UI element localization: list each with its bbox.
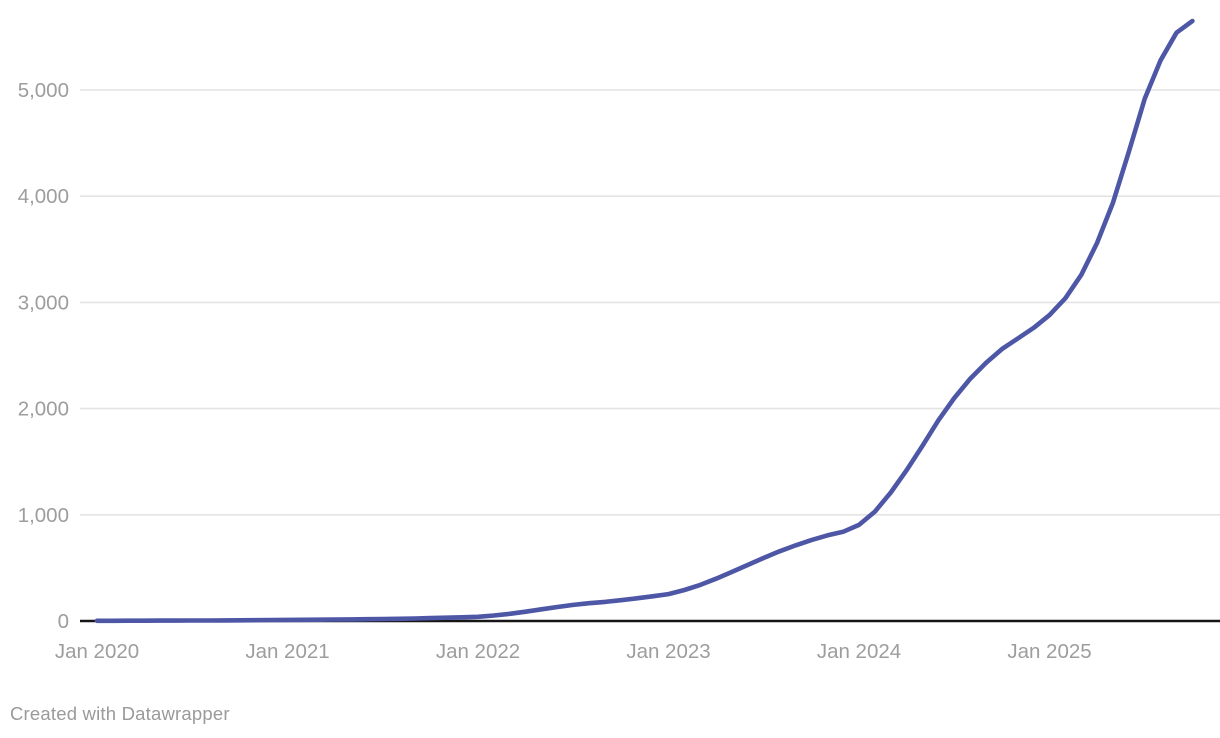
x-tick-label: Jan 2024 xyxy=(817,640,901,663)
y-tick-label: 3,000 xyxy=(18,291,69,314)
line-chart: 0 1,000 2,000 3,000 4,000 5,000 Jan 2020 Jan 20… xyxy=(18,18,1220,663)
y-tick-label: 0 xyxy=(58,610,69,633)
x-tick-label: Jan 2023 xyxy=(626,640,710,663)
datawrapper-attribution: Created with Datawrapper xyxy=(10,703,230,724)
y-tick-label: 5,000 xyxy=(18,79,69,102)
x-tick-label: Jan 2020 xyxy=(55,640,139,663)
x-tick-label: Jan 2021 xyxy=(245,640,329,663)
y-tick-label: 4,000 xyxy=(18,185,69,208)
y-tick-label: 2,000 xyxy=(18,398,69,421)
x-tick-label: Jan 2022 xyxy=(436,640,520,663)
x-tick-label: Jan 2025 xyxy=(1007,640,1091,663)
y-tick-label: 1,000 xyxy=(18,504,69,527)
data-line xyxy=(94,18,1195,624)
